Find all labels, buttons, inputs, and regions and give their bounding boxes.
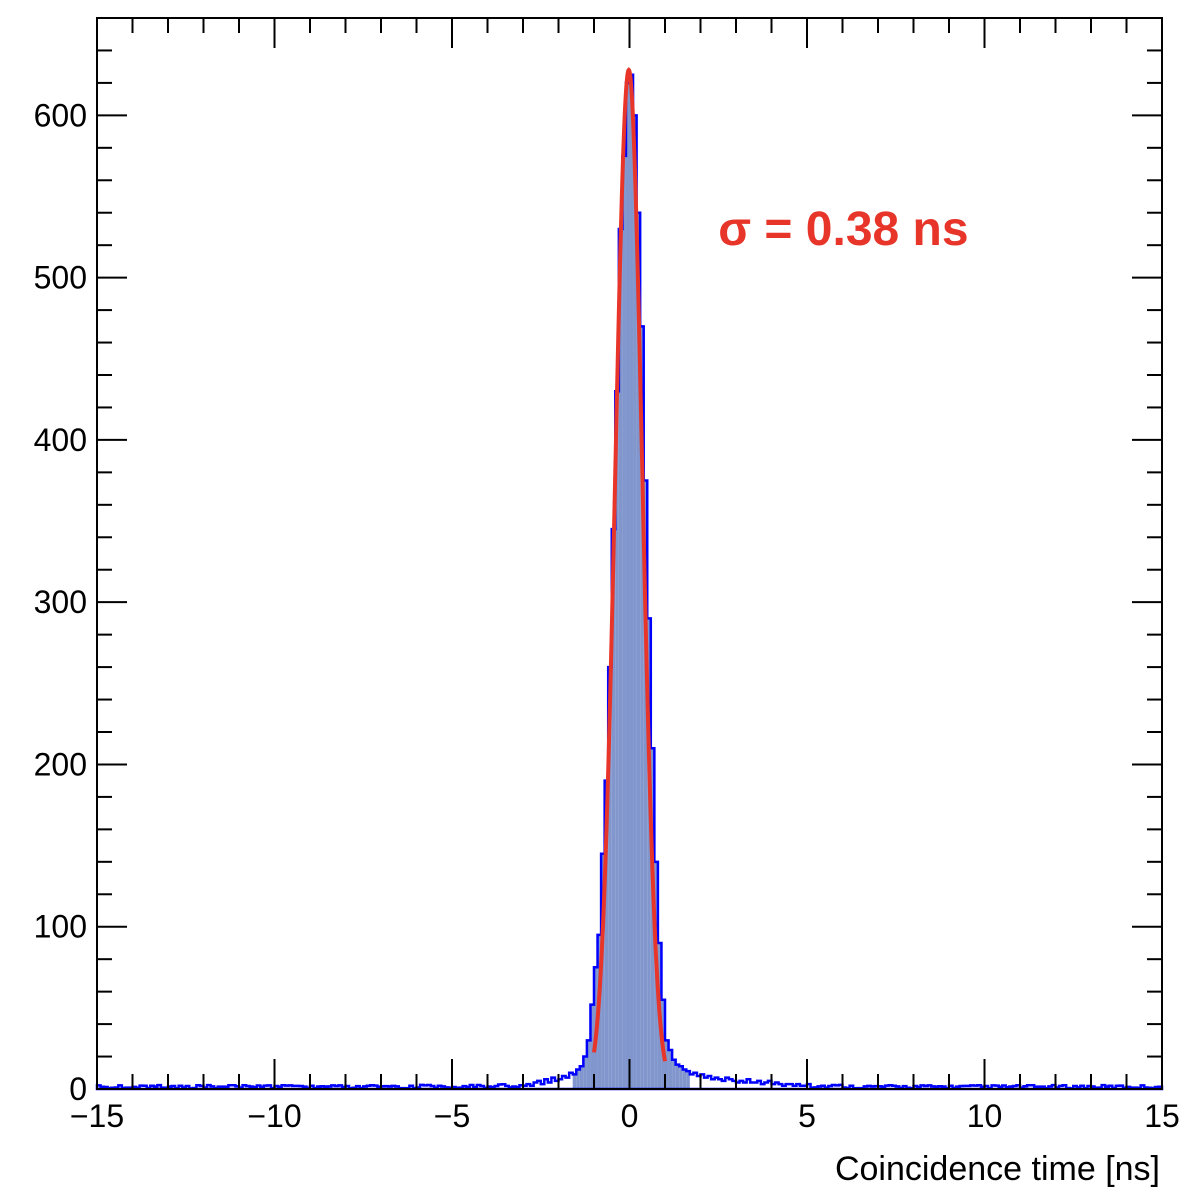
gaussian-fit-curve [592, 67, 667, 1062]
sigma-annotation: σ = 0.38 ns [718, 203, 968, 256]
x-axis-tick-labels: −15 −10 −5 0 5 10 15 [70, 1098, 1180, 1134]
histogram-bin [622, 155, 626, 1089]
histogram-bin [668, 1050, 673, 1089]
x-axis-ticks [96, 18, 1163, 1089]
histogram-bin [590, 1004, 594, 1089]
x-tick-label: −15 [70, 1098, 124, 1134]
histogram-bin [633, 115, 637, 1089]
x-tick-label: −10 [247, 1098, 301, 1134]
histogram-bin [625, 82, 630, 1090]
y-tick-label: 500 [34, 260, 87, 296]
histogram-bin [586, 1040, 591, 1089]
histogram-fill [572, 74, 690, 1090]
histogram-bin [618, 228, 623, 1090]
y-tick-label: 100 [34, 909, 87, 945]
y-tick-label: 200 [34, 746, 87, 782]
histogram-bin [583, 1056, 587, 1089]
histogram-bin [647, 618, 651, 1089]
x-tick-label: 15 [1144, 1098, 1180, 1134]
histogram-bin [675, 1064, 680, 1089]
x-tick-label: 10 [967, 1098, 1003, 1134]
histogram-bin [608, 667, 612, 1089]
y-tick-label: 0 [69, 1071, 87, 1107]
histogram-bin [615, 391, 619, 1089]
x-tick-label: 0 [621, 1098, 639, 1134]
histogram-bin [679, 1066, 683, 1089]
histogram-bin [682, 1069, 687, 1089]
histogram-bin [572, 1074, 577, 1089]
y-tick-label: 400 [34, 422, 87, 458]
histogram-bin [686, 1071, 690, 1089]
x-axis-title: Coincidence time [ns] [835, 1150, 1160, 1188]
y-axis-tick-labels: 0 100 200 300 400 500 600 [34, 97, 87, 1107]
histogram-bin [576, 1069, 580, 1089]
histogram-bin [611, 529, 616, 1089]
y-tick-label: 300 [34, 584, 87, 620]
histogram-bin [636, 212, 641, 1089]
histogram-bin [665, 1040, 669, 1089]
y-tick-label: 600 [34, 97, 87, 133]
y-axis-ticks [97, 49, 1162, 1090]
x-tick-label: −5 [434, 1098, 470, 1134]
histogram-bin [601, 853, 605, 1089]
histogram-bin [604, 780, 609, 1089]
histogram-bin [643, 480, 648, 1089]
histogram-bin [672, 1059, 676, 1089]
histogram-bin [629, 74, 634, 1089]
histogram-bin [579, 1066, 584, 1089]
x-tick-label: 5 [798, 1098, 816, 1134]
histogram-bin [640, 326, 644, 1089]
